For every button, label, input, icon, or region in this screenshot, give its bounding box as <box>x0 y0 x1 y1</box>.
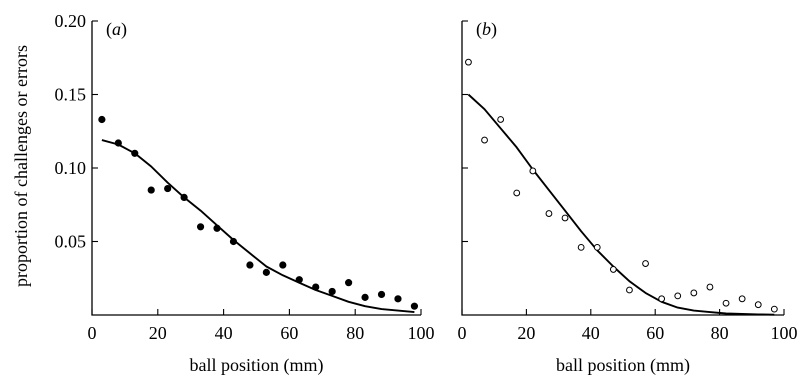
data-point <box>690 289 698 297</box>
data-point <box>513 189 521 197</box>
data-point <box>497 116 505 123</box>
data-point <box>328 287 336 296</box>
x-tick-label: 20 <box>517 323 535 343</box>
x-tick-label: 60 <box>646 323 664 343</box>
data-point <box>246 261 254 269</box>
y-tick-label: 0.10 <box>55 158 87 178</box>
x-tick-label: 0 <box>458 323 467 343</box>
data-point <box>345 279 353 287</box>
y-tick-label: 0.20 <box>55 11 87 31</box>
data-point <box>262 268 270 276</box>
data-point <box>609 266 617 273</box>
data-point <box>593 243 601 251</box>
data-point <box>481 136 488 144</box>
panel-a: 0 20 40 60 80 100 0.05 0.10 0.15 0.20 ball positio… <box>55 11 435 376</box>
y-axis-label: proportion of challenges or errors <box>11 45 31 287</box>
data-point <box>642 260 649 267</box>
panel-label: (b) <box>476 19 497 40</box>
x-tick-label: 100 <box>771 323 798 343</box>
data-point <box>722 299 730 307</box>
data-point <box>377 290 386 299</box>
data-point <box>561 214 569 222</box>
data-point <box>295 276 303 284</box>
y-tick-label: 0.05 <box>55 232 87 252</box>
x-tick-label: 80 <box>346 323 364 343</box>
data-point <box>361 293 369 301</box>
fit-line <box>467 93 775 316</box>
axis-frame <box>461 21 784 316</box>
data-point <box>577 243 585 251</box>
data-point <box>279 261 287 269</box>
y-tick-label: 0.15 <box>55 85 87 105</box>
panel-label: (a) <box>106 19 127 40</box>
x-tick-label: 80 <box>711 323 729 343</box>
x-tick-label: 40 <box>582 323 600 343</box>
x-tick-label: 0 <box>88 323 97 343</box>
data-point <box>465 58 472 66</box>
data-point <box>770 305 778 313</box>
x-tick-label: 100 <box>408 323 435 343</box>
data-point <box>131 149 139 157</box>
data-point <box>626 286 633 294</box>
axis-frame <box>91 21 421 316</box>
x-tick-label: 40 <box>215 323 233 343</box>
data-point <box>394 295 402 303</box>
data-point <box>147 186 155 194</box>
data-point <box>706 283 714 291</box>
fit-line <box>101 139 415 314</box>
data-point <box>658 295 666 303</box>
data-point <box>312 283 320 291</box>
data-point <box>196 223 205 231</box>
x-tick-label: 60 <box>280 323 298 343</box>
x-axis-label: ball position (mm) <box>190 355 324 376</box>
data-point <box>674 292 682 300</box>
data-point <box>754 301 762 309</box>
data-point <box>545 210 553 217</box>
data-point <box>114 139 122 147</box>
data-point <box>213 224 221 232</box>
data-point <box>229 237 238 246</box>
data-point <box>529 167 537 175</box>
x-axis-label: ball position (mm) <box>556 355 690 376</box>
data-point <box>180 193 188 201</box>
data-point <box>164 184 172 193</box>
data-point <box>738 295 746 303</box>
x-tick-label: 20 <box>149 323 167 343</box>
data-point <box>410 302 419 310</box>
panel-b: 0 20 40 60 80 100 ball position (mm) (b) <box>458 19 798 376</box>
data-point <box>98 115 106 124</box>
